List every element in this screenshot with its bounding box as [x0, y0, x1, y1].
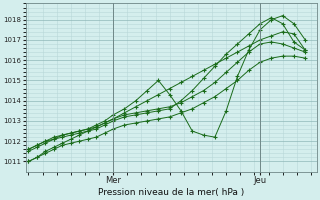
- X-axis label: Pression niveau de la mer( hPa ): Pression niveau de la mer( hPa ): [98, 188, 244, 197]
